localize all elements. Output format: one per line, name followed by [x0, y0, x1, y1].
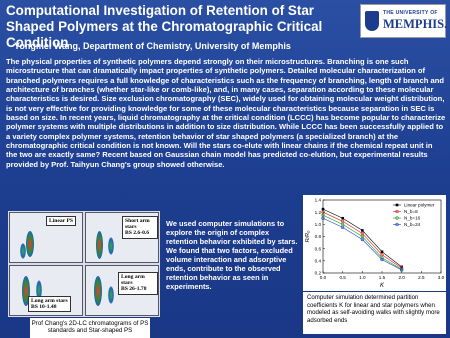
data-point: [380, 253, 384, 257]
x-axis-label: K: [380, 283, 385, 289]
legend-label: N_b=16: [404, 216, 421, 221]
legend-marker: [395, 203, 399, 207]
blob: [96, 231, 103, 259]
panel-title: Long arm stars: [31, 298, 68, 304]
x-tick-label: 2.0: [398, 275, 405, 280]
legend-marker: [395, 222, 399, 227]
y-tick-label: 0.4: [315, 258, 322, 263]
blob: [26, 231, 34, 257]
data-point: [321, 213, 325, 217]
data-point: [360, 234, 364, 239]
chromatogram-figure: Linear PS Short arm stars BS 2.6-0.6 Long…: [8, 211, 160, 317]
data-point: [321, 210, 325, 214]
data-point: [400, 266, 404, 270]
plot: 0.0 0.5 1.0 1.5 2.0 2.5 3.0 0.2 0.4 0.6 0.8 1.0 1.2 1…: [303, 195, 446, 291]
data-point: [400, 268, 404, 272]
figure-caption: Prof Chang's 2D-LC chromatograms of PS s…: [30, 318, 150, 338]
x-tick-label: 1.5: [379, 275, 386, 280]
panel-label: Long arm stars BS 26-1.78: [118, 272, 158, 295]
logo-top: THE UNIVERSITY OF: [383, 10, 438, 16]
data-point: [341, 225, 345, 229]
data-point: [321, 216, 325, 220]
panel-label: Long arm stars BS 10-1.48: [28, 296, 71, 313]
legend-label: N_b=8: [404, 209, 418, 214]
x-tick-label: 0.5: [339, 275, 346, 280]
authors: Yongmei Wang, Department of Chemistry, U…: [14, 41, 291, 51]
panel-title: Short arm stars: [125, 218, 150, 231]
blob: [108, 237, 114, 255]
legend-label: Linear polymer: [404, 203, 435, 208]
x-tick-label: 3.0: [438, 275, 445, 280]
series-line: [322, 217, 402, 271]
data-point: [380, 256, 384, 260]
y-tick-label: 0.8: [315, 234, 322, 239]
chromatogram-panel: Linear PS: [9, 212, 83, 263]
legend-marker: [395, 209, 399, 214]
y-tick-label: 0.6: [315, 246, 322, 251]
poster-title: Computational Investigation of Retention…: [6, 3, 323, 50]
x-tick-label: 0.0: [320, 275, 327, 280]
panel-subtitle: BS 26-1.78: [121, 286, 147, 293]
abstract: The physical properties of synthetic pol…: [6, 57, 446, 169]
legend-marker: [395, 216, 399, 220]
blob: [108, 286, 114, 304]
y-axis-label: R/R₀: [305, 230, 311, 242]
panel-title: Long arm stars: [121, 274, 145, 287]
data-point: [361, 229, 364, 232]
y-tick-label: 1.0: [315, 222, 322, 227]
panel-subtitle: BS 2.6-0.6: [125, 230, 150, 237]
x-tick-label: 1.0: [359, 275, 366, 280]
blob: [20, 243, 26, 259]
data-point: [360, 231, 364, 236]
data-point: [341, 222, 345, 226]
blob: [22, 276, 30, 306]
blob: [94, 276, 102, 306]
x-tick-label: 2.5: [418, 275, 425, 280]
legend-label: N_b=24: [404, 222, 421, 227]
data-point: [341, 219, 345, 223]
logo-name: MEMPHIS.: [383, 17, 448, 31]
blob: [36, 280, 42, 300]
data-point: [341, 216, 344, 220]
series-line: [322, 214, 402, 270]
data-point: [380, 258, 384, 262]
chromatogram-panel: Long arm stars BS 26-1.78: [85, 265, 159, 316]
y-tick-label: 1.2: [315, 210, 322, 215]
plot-caption: Computer simulation determined partition…: [303, 292, 446, 334]
data-point: [360, 237, 364, 242]
panel-label: Short arm stars BS 2.6-0.6: [122, 216, 158, 239]
chromatogram-panel: Short arm stars BS 2.6-0.6: [85, 212, 159, 263]
data-point: [380, 250, 384, 254]
panel-label: Linear PS: [46, 216, 76, 227]
university-logo: THE UNIVERSITY OF MEMPHIS.: [360, 4, 448, 38]
summary-text: We used computer simulations to explore …: [166, 219, 298, 291]
series-line: [322, 211, 402, 269]
chromatogram-panel: Long arm stars BS 10-1.48: [9, 265, 83, 316]
data-point: [321, 207, 325, 211]
y-tick-label: 1.4: [315, 198, 322, 203]
panel-subtitle: BS 10-1.48: [31, 304, 57, 311]
logo-shield: [365, 11, 379, 31]
y-tick-label: 0.2: [315, 271, 322, 276]
